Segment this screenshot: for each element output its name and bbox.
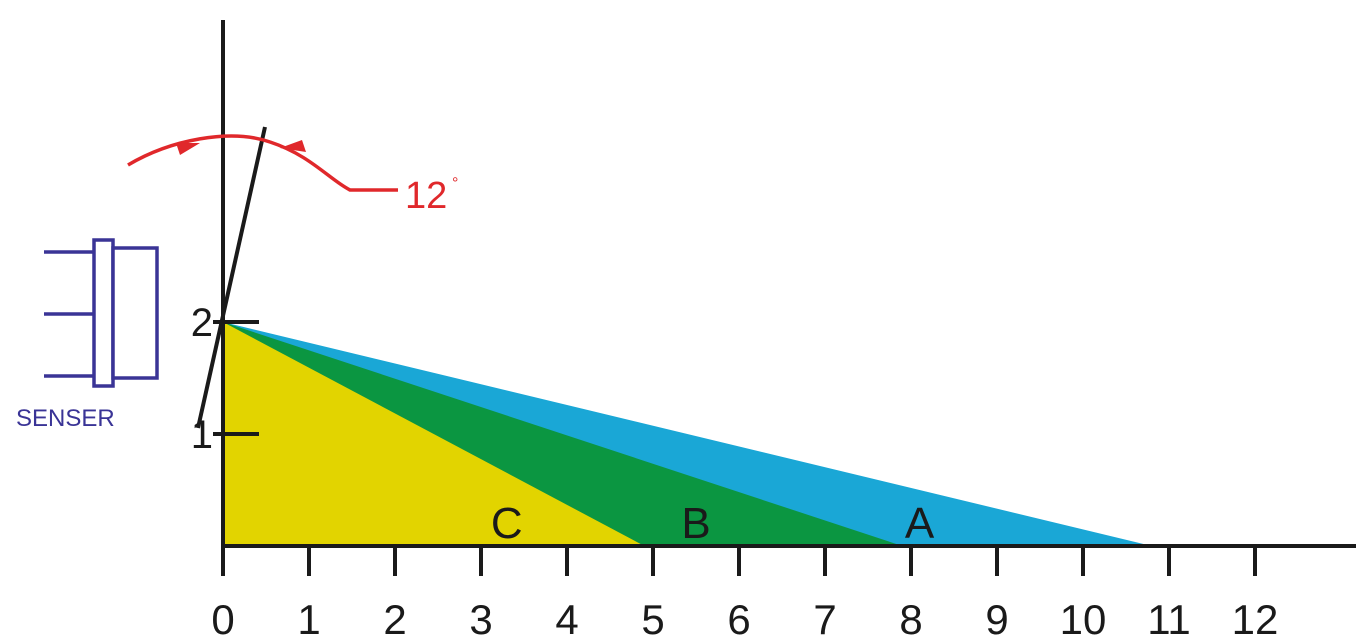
x-tick-label: 6: [727, 596, 750, 643]
detection-zones: [223, 322, 1152, 546]
sensor-label: SENSER: [16, 405, 115, 432]
y-tick-label: 1: [191, 413, 213, 457]
x-tick-label: 2: [383, 596, 406, 643]
sensor-body: [111, 246, 159, 380]
x-tick-label: 3: [469, 596, 492, 643]
angle-arc: [127, 134, 398, 192]
x-tick-label: 10: [1060, 596, 1107, 643]
angle-degree-mark: °: [452, 175, 458, 192]
sensor-icon: [44, 238, 159, 388]
zone-labels: A B C: [491, 499, 935, 548]
sensor-flange: [92, 238, 115, 388]
x-tick-label: 4: [555, 596, 578, 643]
x-tick-label: 12: [1232, 596, 1279, 643]
x-tick-label: 0: [211, 596, 234, 643]
angle-annotation: 12 °: [127, 134, 458, 217]
zone-label-b: B: [681, 499, 710, 548]
x-tick-label: 1: [297, 596, 320, 643]
y-tick-label: 2: [191, 301, 213, 345]
x-tick-label: 11: [1147, 596, 1191, 643]
zone-c: [223, 322, 645, 546]
angle-label: 12: [405, 175, 447, 217]
x-tick-label: 5: [641, 596, 664, 643]
x-tick-label: 7: [813, 596, 836, 643]
tilted-axis-line: [196, 126, 267, 429]
x-tick-label: 9: [985, 596, 1008, 643]
zone-label-a: A: [905, 499, 935, 548]
arc-arrowhead-left: [176, 143, 200, 155]
x-axis-ticks: 0 1 2 3 4 5 6 7 8 9 10 11 12: [211, 546, 1278, 643]
x-tick-label: 8: [899, 596, 922, 643]
zone-label-c: C: [491, 499, 523, 548]
arc-arrowhead-right: [280, 140, 306, 152]
